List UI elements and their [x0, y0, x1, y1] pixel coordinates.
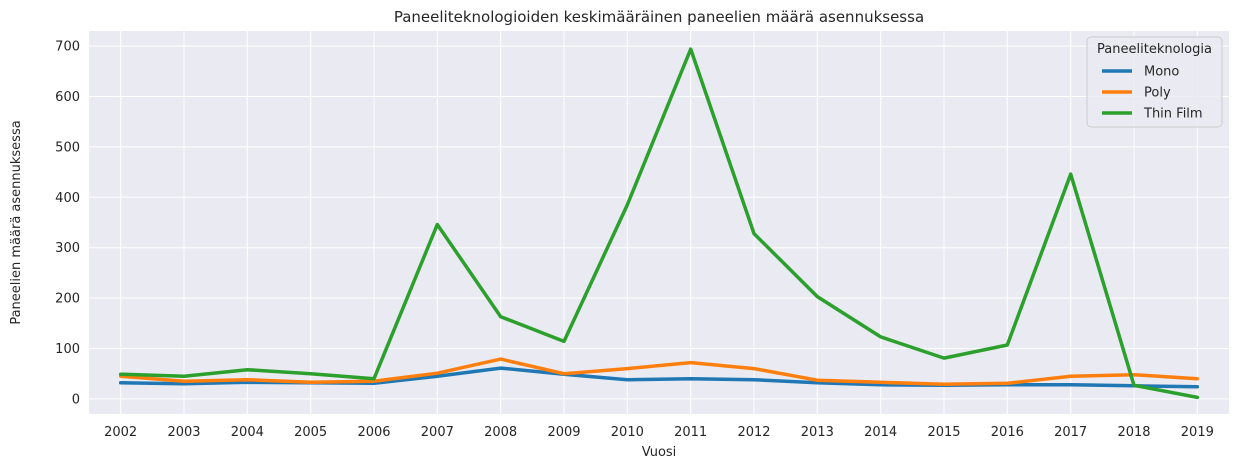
x-tick-label: 2017 [1054, 425, 1087, 440]
plot-area [89, 31, 1229, 414]
y-tick-label: 700 [55, 40, 80, 55]
series-lines [118, 47, 1200, 400]
x-tick-label: 2012 [737, 425, 770, 440]
legend-label: Poly [1144, 86, 1171, 101]
legend-label: Mono [1144, 65, 1179, 80]
x-tick-label: 2002 [104, 425, 137, 440]
y-axis-ticks: 0 100 200 300 400 500 600 700 [55, 40, 80, 408]
series-line-poly [118, 357, 1200, 387]
y-tick-label: 100 [55, 342, 80, 357]
grid [89, 31, 1229, 414]
y-tick-label: 200 [55, 292, 80, 307]
x-tick-label: 2014 [864, 425, 897, 440]
x-tick-label: 2004 [231, 425, 264, 440]
x-tick-label: 2018 [1117, 425, 1150, 440]
x-tick-label: 2013 [801, 425, 834, 440]
x-tick-label: 2019 [1181, 425, 1214, 440]
x-axis-ticks: 2002 2003 2004 2005 2006 2007 2008 2009 2010 2011… [104, 425, 1214, 440]
legend-items: Mono Poly Thin Film [1102, 65, 1203, 122]
y-tick-label: 500 [55, 140, 80, 155]
legend-box [1086, 36, 1223, 128]
x-tick-label: 2009 [547, 425, 580, 440]
legend: Paneeliteknologia Mono Poly Thin Film [1086, 36, 1223, 128]
x-tick-label: 2008 [484, 425, 517, 440]
x-tick-label: 2011 [674, 425, 707, 440]
y-tick-label: 600 [55, 90, 80, 105]
x-tick-label: 2015 [927, 425, 960, 440]
x-tick-label: 2016 [991, 425, 1024, 440]
x-axis-label: Vuosi [642, 445, 677, 460]
x-tick-label: 2006 [357, 425, 390, 440]
x-tick-label: 2003 [167, 425, 200, 440]
y-axis-label: Paneelien määrä asennuksessa [9, 120, 24, 324]
chart-title: Paneeliteknologioiden keskimääräinen pan… [394, 8, 924, 26]
legend-title: Paneeliteknologia [1097, 42, 1212, 57]
x-tick-label: 2010 [611, 425, 644, 440]
y-tick-label: 300 [55, 241, 80, 256]
y-tick-label: 400 [55, 191, 80, 206]
legend-label: Thin Film [1143, 107, 1203, 122]
y-tick-label: 0 [72, 392, 80, 407]
x-tick-label: 2007 [421, 425, 454, 440]
x-tick-label: 2005 [294, 425, 327, 440]
series-line-thin-film [118, 47, 1200, 400]
